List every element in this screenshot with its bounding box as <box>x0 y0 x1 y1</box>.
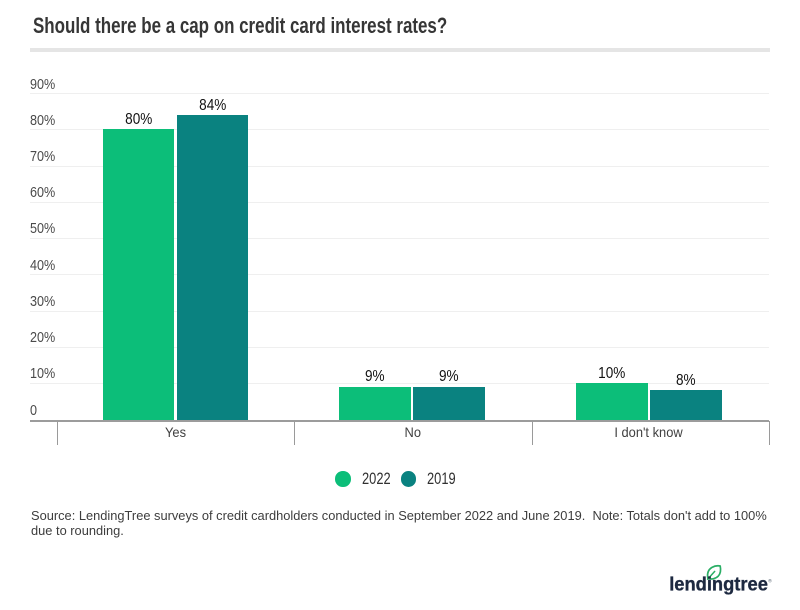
svg-text:lendingtree: lendingtree <box>669 574 768 596</box>
svg-text:®: ® <box>768 578 772 585</box>
